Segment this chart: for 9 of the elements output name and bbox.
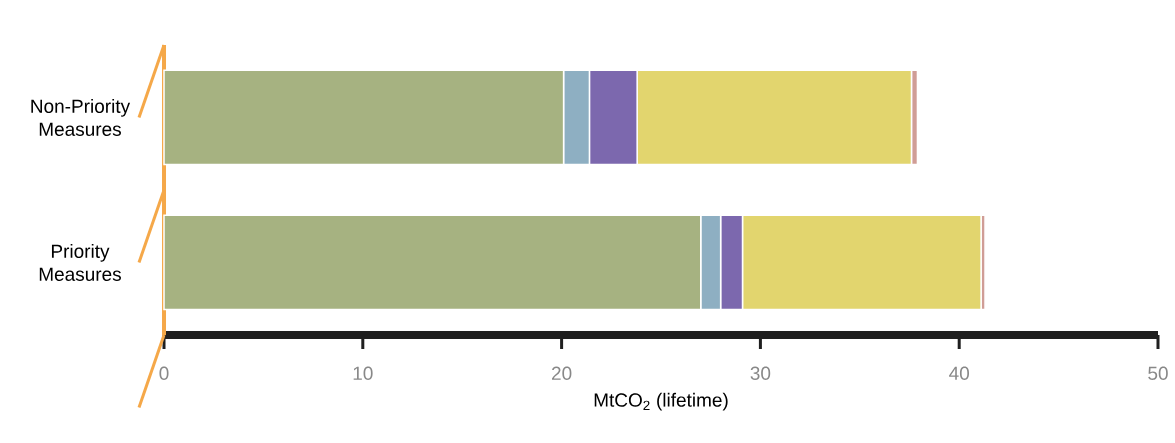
y-tick-label: Non-Priority Measures: [31, 99, 131, 136]
x-tick-label: 20: [551, 366, 572, 380]
x-tick-label: 10: [353, 366, 373, 380]
x-tick-label: 40: [949, 366, 970, 380]
y-tick-label: Priority Measures: [39, 244, 121, 281]
x-tick-label: 0: [159, 366, 169, 380]
x-tick-label: 30: [750, 366, 771, 380]
x-axis-title: MtCO$_{2}$ (lifetime): [594, 392, 728, 411]
x-tick-label: 50: [1148, 366, 1168, 380]
